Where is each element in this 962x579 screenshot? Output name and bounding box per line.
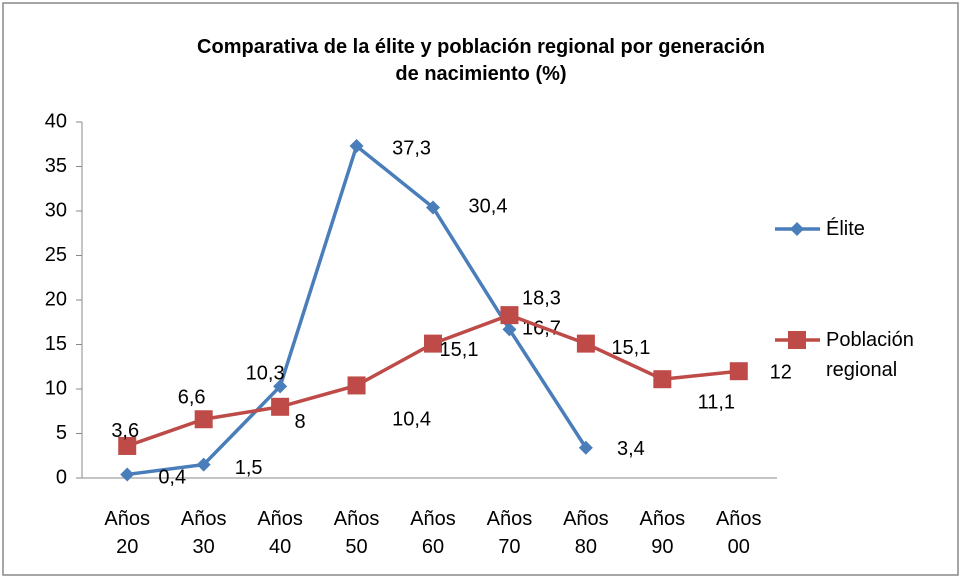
data-label: 15,1	[440, 339, 479, 361]
data-point	[500, 306, 519, 325]
legend-label: Élite	[826, 218, 865, 240]
data-label: 10,4	[392, 409, 431, 431]
y-tick-label: 15	[45, 333, 67, 355]
legend-marker	[790, 222, 804, 236]
x-tick-label: Años 40	[257, 508, 303, 558]
x-tick-label: Años 60	[410, 508, 456, 558]
x-tick-label: Años 50	[334, 508, 380, 558]
data-point	[349, 139, 364, 154]
data-label: 12	[770, 361, 792, 383]
legend-box: Población regional	[826, 329, 914, 381]
data-point	[271, 397, 290, 416]
x-tick-label: Años 90	[640, 508, 686, 558]
data-label: 18,3	[522, 287, 561, 309]
y-tick-label: 10	[45, 377, 67, 399]
data-label: 10,3	[246, 363, 285, 385]
data-label: 37,3	[392, 137, 431, 159]
data-point	[576, 334, 595, 353]
x-tick-label: Años 80	[563, 508, 609, 558]
data-label: 3,4	[617, 438, 645, 460]
data-label: 0,4	[158, 467, 186, 489]
x-tick-label: Años 00	[716, 508, 762, 558]
x-tick-label: Años 20	[104, 508, 150, 558]
y-tick-label: 30	[45, 199, 67, 221]
data-point	[424, 334, 442, 353]
data-point	[729, 362, 748, 381]
x-tick-label: Años 30	[181, 508, 227, 558]
title-box: Comparativa de la élite y población regi…	[197, 36, 765, 85]
data-label: 1,5	[235, 457, 263, 479]
data-point	[347, 376, 366, 395]
data-label: 30,4	[469, 196, 508, 218]
data-point	[273, 379, 288, 394]
y-tick-label: 20	[45, 288, 67, 310]
y-tick-label: 5	[56, 422, 67, 444]
data-label: 6,6	[178, 387, 206, 409]
data-point	[120, 467, 135, 482]
data-point	[653, 370, 672, 389]
data-label: 8	[295, 411, 306, 433]
data-point	[194, 410, 213, 429]
legend-box: Élite	[826, 218, 865, 240]
y-tick-label: 35	[45, 155, 67, 177]
x-tick-label: Años 70	[487, 508, 533, 558]
data-label: 3,6	[111, 420, 139, 442]
data-point	[502, 322, 517, 337]
data-label: 11,1	[698, 391, 735, 413]
y-tick-label: 0	[56, 466, 67, 488]
data-point	[118, 436, 137, 455]
y-tick-label: 25	[45, 244, 67, 266]
data-point	[426, 200, 440, 215]
y-tick-label: 40	[45, 110, 67, 132]
legend-label: Población regional	[826, 329, 914, 381]
legend-marker	[788, 331, 806, 349]
data-point	[196, 457, 211, 472]
chart-title: Comparativa de la élite y población regi…	[197, 36, 765, 85]
data-label: 15,1	[611, 337, 650, 359]
data-point	[578, 440, 593, 455]
